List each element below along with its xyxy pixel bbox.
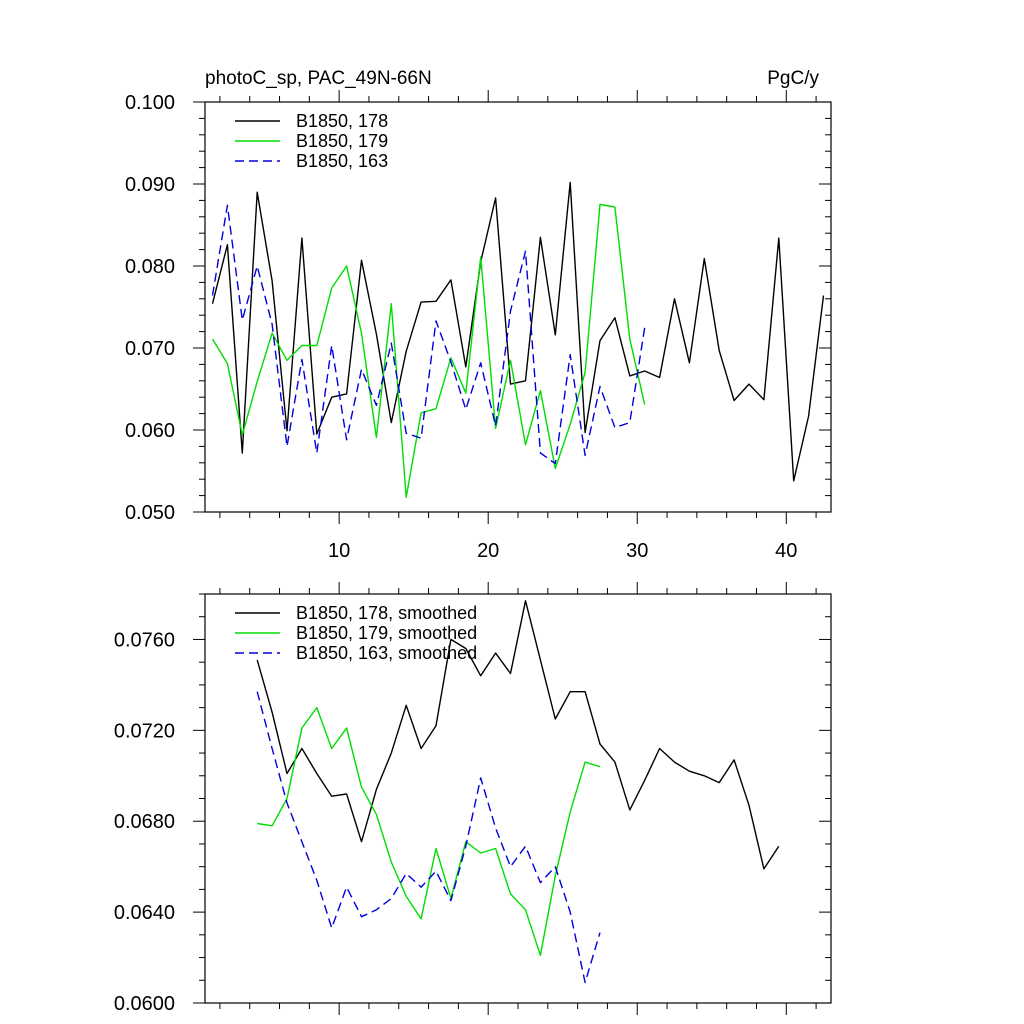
y-tick-label: 0.050 [125,502,175,524]
legend-label-2: B1850, 179, smoothed [296,623,477,643]
x-tick-label: 30 [626,540,648,562]
series-line-1 [211,181,825,482]
y-tick-label: 0.080 [125,256,175,278]
chart-title: photoC_sp, PAC_49N-66N [205,68,432,89]
legend-label-1: B1850, 178 [296,111,388,131]
y-tick-label: 0.100 [125,92,175,114]
series-line-2 [257,706,601,956]
x-tick-label: 10 [328,540,350,562]
y-tick-label: 0.0760 [114,629,175,651]
y-tick-label: 0.0720 [114,720,175,742]
legend-label-3: B1850, 163, smoothed [296,643,477,663]
chart-units: PgC/y [767,68,819,89]
x-tick-label: 20 [477,540,499,562]
y-tick-label: 0.090 [125,174,175,196]
y-tick-label: 0.0680 [114,811,175,833]
legend-label-2: B1850, 179 [296,131,388,151]
chart-panel-2: 0.0600 0.0640 0.0680 0.0720 0.0760 B1850, 178… [114,582,832,1015]
y-tick-label: 0.0600 [114,993,175,1015]
legend-label-3: B1850, 163 [296,151,388,171]
y-tick-label: 0.0640 [114,902,175,924]
y-tick-label: 0.070 [125,338,175,360]
x-tick-label: 40 [775,540,797,562]
y-tick-label: 0.060 [125,420,175,442]
series-line-3 [256,691,601,984]
series-line-3 [211,204,646,465]
series-line-1 [256,600,780,870]
chart-panel-1: 10 20 30 40 0.050 0.060 0.070 0.080 0.090 0.100 ph… [125,68,832,562]
series-line-2 [211,203,646,498]
legend-label-1: B1850, 178, smoothed [296,603,477,623]
